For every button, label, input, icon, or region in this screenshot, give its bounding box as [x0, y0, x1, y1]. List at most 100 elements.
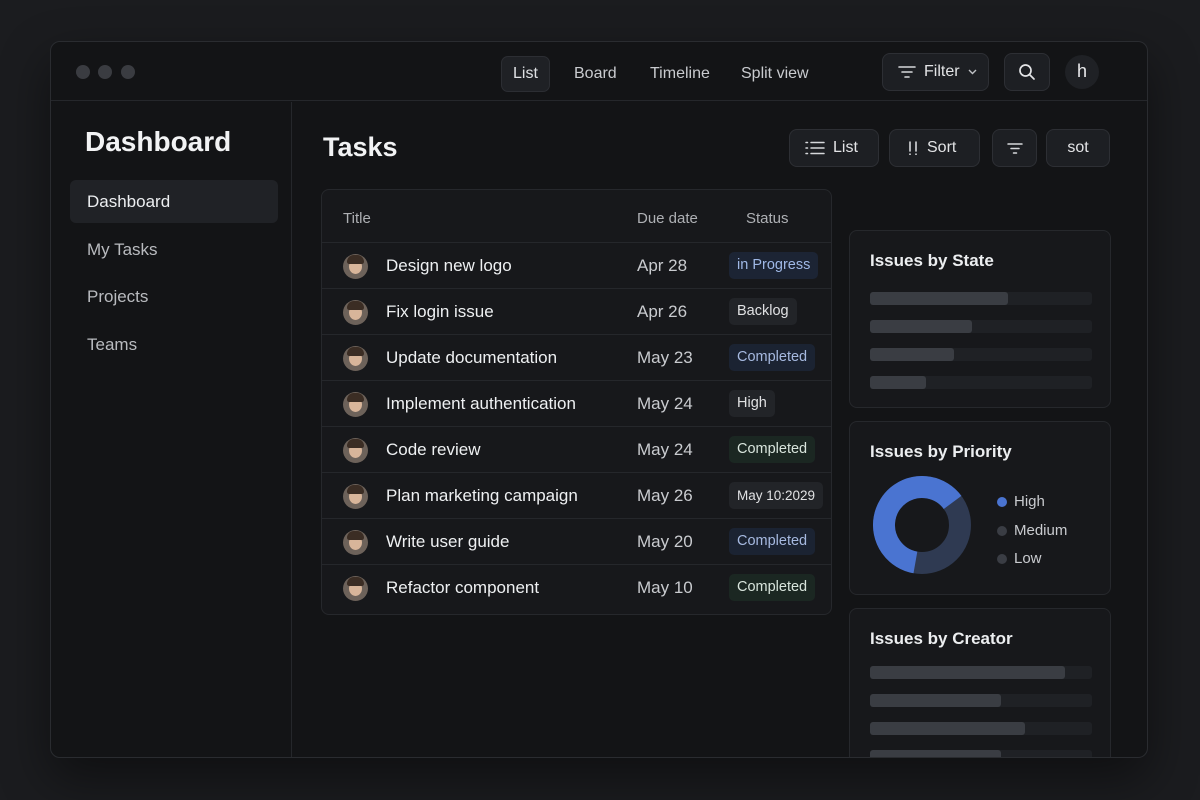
panel-title: Issues by State — [870, 251, 994, 270]
column-header-due-date[interactable]: Due date — [637, 210, 698, 227]
bar-fill — [870, 750, 1001, 757]
task-title: Plan marketing campaign — [386, 486, 578, 505]
assignee-avatar — [343, 484, 368, 509]
search-button[interactable] — [1004, 53, 1050, 91]
table-row[interactable]: Refactor component May 10 Completed — [322, 564, 831, 610]
table-row[interactable]: Code review May 24 Completed — [322, 426, 831, 472]
bar-fill — [870, 694, 1001, 707]
task-title: Write user guide — [386, 532, 510, 551]
bar-fill — [870, 666, 1066, 679]
task-due-date: May 24 — [637, 394, 693, 413]
assignee-avatar — [343, 576, 368, 601]
task-title: Fix login issue — [386, 302, 494, 321]
extra-toolbar-button[interactable]: sot — [1046, 129, 1110, 167]
column-header-status[interactable]: Status — [746, 210, 789, 227]
tasks-table: Title Due date Status Design new logo Apr… — [321, 189, 832, 615]
app-window: List Board Timeline Split view Filter h … — [50, 41, 1148, 758]
issues-by-priority-panel: Issues by Priority High Medium Low — [849, 421, 1111, 595]
filter-options-button[interactable] — [992, 129, 1037, 167]
sidebar-item-teams[interactable]: Teams — [87, 335, 138, 354]
legend-dot — [997, 497, 1007, 507]
task-due-date: Apr 26 — [637, 302, 688, 321]
chevron-down-icon — [968, 69, 977, 75]
sidebar-title: Dashboard — [85, 126, 232, 157]
filter-label: Filter — [924, 63, 960, 80]
status-badge: Completed — [729, 528, 816, 555]
table-row[interactable]: Design new logo Apr 28 in Progress — [322, 242, 831, 288]
task-title: Design new logo — [386, 256, 512, 275]
tab-timeline[interactable]: Timeline — [650, 65, 710, 82]
tab-list[interactable]: List — [501, 56, 550, 92]
task-due-date: May 20 — [637, 532, 693, 551]
bar-fill — [870, 320, 973, 333]
bar-track — [870, 722, 1092, 735]
panel-title: Issues by Creator — [870, 629, 1013, 648]
user-avatar[interactable]: h — [1065, 55, 1099, 89]
task-due-date: May 26 — [637, 486, 693, 505]
assignee-avatar — [343, 438, 368, 463]
status-badge: Completed — [729, 436, 816, 463]
status-badge: in Progress — [729, 252, 819, 279]
legend-dot — [997, 525, 1007, 536]
legend-label: High — [1014, 493, 1045, 510]
legend-label: Low — [1014, 550, 1042, 567]
column-header-title[interactable]: Title — [343, 210, 371, 227]
sidebar-item-dashboard[interactable]: Dashboard — [70, 180, 278, 223]
list-view-label: List — [833, 139, 858, 156]
task-title: Refactor component — [386, 578, 540, 597]
status-badge: Completed — [729, 574, 816, 601]
window-minimize-dot[interactable] — [98, 65, 112, 79]
window-close-dot[interactable] — [76, 65, 90, 79]
legend-dot — [997, 554, 1007, 564]
table-row[interactable]: Write user guide May 20 Completed — [322, 518, 831, 564]
task-due-date: May 23 — [637, 348, 693, 367]
bar-fill — [870, 722, 1026, 735]
assignee-avatar — [343, 392, 368, 417]
task-due-date: Apr 28 — [637, 256, 688, 275]
sidebar-item-projects[interactable]: Projects — [87, 287, 149, 306]
panel-title: Issues by Priority — [870, 442, 1012, 461]
window-maximize-dot[interactable] — [121, 65, 135, 79]
task-title: Update documentation — [386, 348, 558, 367]
tab-split-view[interactable]: Split view — [741, 65, 809, 82]
extra-toolbar-label: sot — [1067, 139, 1089, 156]
bar-fill — [870, 376, 926, 389]
status-badge: High — [729, 390, 775, 417]
filter-button[interactable]: Filter — [882, 53, 989, 91]
table-row[interactable]: Plan marketing campaign May 26 May 10:2029 — [322, 472, 831, 518]
assignee-avatar — [343, 300, 368, 325]
bar-track — [870, 376, 1092, 389]
bar-track — [870, 292, 1092, 305]
task-title: Implement authentication — [386, 394, 576, 413]
page-title: Tasks — [323, 132, 398, 162]
bar-fill — [870, 348, 955, 361]
status-badge: Completed — [729, 344, 816, 371]
main-content: Tasks List Sort sot Title Due date Statu… — [293, 102, 1147, 757]
bar-track — [870, 320, 1092, 333]
assignee-avatar — [343, 254, 368, 279]
priority-donut-chart — [873, 476, 971, 574]
sort-button[interactable]: Sort — [889, 129, 980, 167]
table-row[interactable]: Implement authentication May 24 High — [322, 380, 831, 426]
status-badge: Backlog — [729, 298, 797, 325]
tab-board[interactable]: Board — [574, 65, 617, 82]
table-row[interactable]: Fix login issue Apr 26 Backlog — [322, 288, 831, 334]
list-view-button[interactable]: List — [789, 129, 879, 167]
bar-track — [870, 750, 1092, 757]
issues-by-state-panel: Issues by State — [849, 230, 1111, 408]
bar-track — [870, 348, 1092, 361]
issues-by-creator-panel: Issues by Creator — [849, 608, 1111, 757]
task-due-date: May 24 — [637, 440, 693, 459]
sidebar-item-my-tasks[interactable]: My Tasks — [87, 240, 158, 259]
table-row[interactable]: Update documentation May 23 Completed — [322, 334, 831, 380]
bar-track — [870, 666, 1092, 679]
sort-label: Sort — [927, 139, 957, 156]
donut-segment-high — [873, 476, 971, 574]
search-icon — [1019, 64, 1035, 80]
titlebar: List Board Timeline Split view Filter h — [51, 42, 1147, 101]
sidebar: Dashboard Dashboard My Tasks Projects Te… — [51, 102, 292, 757]
task-title: Code review — [386, 440, 481, 459]
legend-label: Medium — [1014, 521, 1068, 539]
filter-icon — [898, 66, 916, 78]
assignee-avatar — [343, 346, 368, 371]
